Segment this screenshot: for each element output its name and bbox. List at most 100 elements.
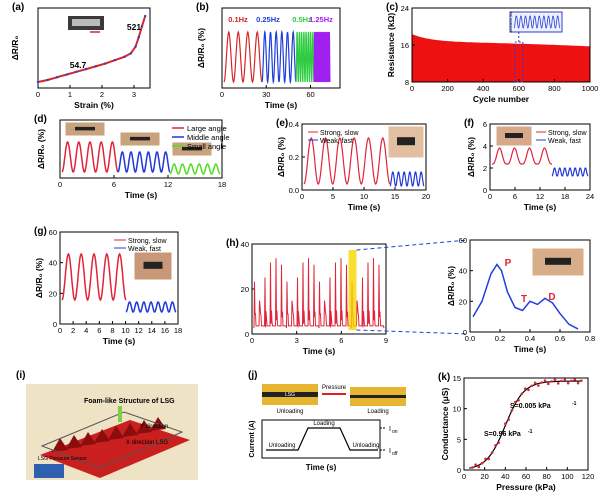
plate-bottom bbox=[262, 397, 318, 405]
x-axis-label: Time (s) bbox=[306, 463, 337, 472]
panel-letter: (h) bbox=[226, 238, 239, 249]
x-tick-label: 16 bbox=[161, 326, 169, 335]
x-tick-label: 10 bbox=[121, 326, 129, 335]
y-tick-label: 20 bbox=[459, 297, 467, 306]
y-tick-label: 6 bbox=[483, 120, 487, 129]
x-tick-label: 2 bbox=[71, 326, 75, 335]
data-point bbox=[123, 55, 126, 59]
series-weak-fast bbox=[389, 171, 425, 187]
label-y-direction: Y direction bbox=[140, 424, 168, 430]
foam-cell bbox=[52, 438, 68, 452]
legend-1: 0.25Hz bbox=[256, 15, 280, 24]
y-tick-label: 2 bbox=[483, 164, 487, 173]
label-loading-top: Loading bbox=[367, 409, 388, 415]
data-point bbox=[553, 378, 557, 382]
photo-mouth-sensor bbox=[505, 133, 523, 138]
series-strong-slow bbox=[492, 147, 552, 165]
data-point bbox=[84, 67, 88, 71]
label-unloading-2: Unloading bbox=[352, 443, 379, 449]
data-point bbox=[490, 451, 494, 454]
series-large-angle bbox=[61, 140, 119, 174]
x-tick-label: 30 bbox=[262, 90, 270, 99]
data-point bbox=[523, 387, 527, 391]
legend-1: Middle angle bbox=[187, 133, 230, 142]
x-tick-label: 3 bbox=[295, 336, 299, 345]
x-tick-label: 8 bbox=[110, 326, 114, 335]
data-point bbox=[547, 382, 550, 386]
data-point bbox=[75, 70, 78, 74]
panel-letter: (k) bbox=[438, 372, 450, 383]
data-point bbox=[563, 378, 567, 381]
legend-1: Weak, fast bbox=[128, 246, 161, 253]
substrate-outline bbox=[40, 411, 184, 469]
y-tick-label: 60 bbox=[459, 236, 467, 245]
x-tick-label: 18 bbox=[174, 326, 182, 335]
data-point bbox=[533, 381, 537, 385]
data-point bbox=[474, 463, 477, 466]
legend-1: Weak, fast bbox=[320, 138, 353, 145]
plate-top-pressed bbox=[350, 387, 406, 395]
photo-wrist-sensor bbox=[545, 257, 571, 265]
series-0.25Hz bbox=[261, 29, 297, 85]
y-axis-label: Current (A) bbox=[249, 421, 256, 458]
series-pulse-zoom bbox=[472, 263, 579, 330]
y-tick-label: 40 bbox=[241, 240, 249, 249]
x-axis-label: Time (s) bbox=[524, 202, 557, 212]
legend-0: Strong, slow bbox=[320, 130, 359, 137]
x-tick-label: 0 bbox=[36, 90, 40, 99]
data-point bbox=[46, 78, 49, 82]
x-axis-label: Time (s) bbox=[103, 336, 136, 346]
y-tick-label: 0.2 bbox=[289, 153, 299, 162]
panel-letter: (e) bbox=[276, 118, 288, 129]
data-point bbox=[573, 378, 577, 381]
data-point bbox=[527, 388, 530, 392]
x-tick-label: 600 bbox=[513, 84, 526, 93]
data-point bbox=[140, 25, 144, 28]
data-point bbox=[470, 466, 474, 469]
y-tick-label: 0 bbox=[483, 186, 487, 195]
plate-top bbox=[262, 384, 318, 392]
foam-cell bbox=[66, 435, 82, 449]
y-axis-label: Resistance (kΩ) bbox=[386, 13, 396, 78]
x-tick-label: 12 bbox=[164, 180, 172, 189]
fit-label-low-exp: -1 bbox=[528, 429, 533, 435]
x-tick-label: 80 bbox=[542, 472, 550, 481]
photo-hand bbox=[34, 464, 64, 478]
legend-0: Strong, slow bbox=[128, 238, 167, 245]
x-tick-label: 60 bbox=[522, 472, 530, 481]
x-tick-label: 0.2 bbox=[495, 334, 505, 343]
x-tick-label: 400 bbox=[477, 84, 490, 93]
series-strong-slow bbox=[61, 252, 127, 302]
x-axis-label: Time (s) bbox=[303, 346, 336, 356]
data-point bbox=[560, 379, 563, 383]
x-tick-label: 0 bbox=[250, 336, 254, 345]
data-point bbox=[484, 457, 487, 461]
data-point bbox=[497, 441, 501, 444]
x-tick-label: 10 bbox=[360, 192, 368, 201]
y-tick-label: 20 bbox=[49, 289, 57, 298]
data-point bbox=[504, 422, 507, 426]
y-axis-label: ΔR/R₀ (%) bbox=[36, 129, 46, 169]
foam-cell bbox=[108, 426, 124, 440]
x-axis-label: Time (s) bbox=[125, 190, 158, 200]
y-tick-label: 16 bbox=[401, 41, 409, 50]
y-axis-label: ΔR/R₀ (%) bbox=[466, 137, 476, 177]
x-tick-label: 0.8 bbox=[585, 334, 595, 343]
label-i-off: I bbox=[389, 448, 391, 455]
annotation-high: 521 bbox=[127, 22, 141, 32]
label-pressure: Pressure bbox=[322, 385, 347, 391]
y-tick-label: 5 bbox=[457, 435, 461, 444]
series-1.25Hz bbox=[313, 31, 331, 83]
x-tick-label: 200 bbox=[441, 84, 454, 93]
y-tick-label: 20 bbox=[241, 285, 249, 294]
x-tick-label: 18 bbox=[561, 192, 569, 201]
series-0.1Hz bbox=[223, 30, 263, 84]
x-tick-label: 0.4 bbox=[525, 334, 535, 343]
y-axis-label: ΔR/R₀ bbox=[10, 36, 20, 61]
x-tick-label: 24 bbox=[586, 192, 594, 201]
legend-0: Strong, slow bbox=[548, 130, 587, 137]
data-point bbox=[543, 379, 547, 382]
label-i-off-sub: off bbox=[392, 451, 398, 457]
data-point bbox=[550, 380, 553, 383]
